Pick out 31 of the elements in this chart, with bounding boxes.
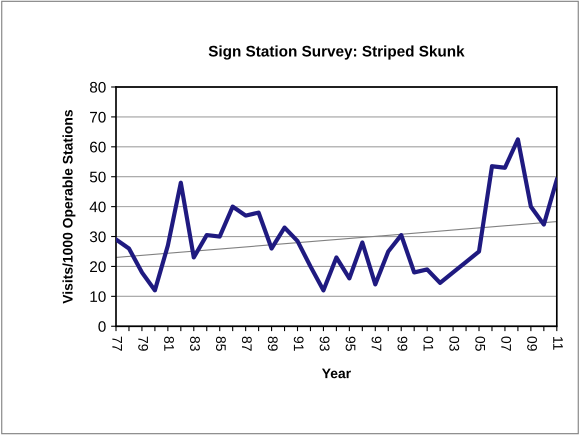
x-tick-label: 79 — [138, 336, 148, 351]
chart-title: Sign Station Survey: Striped Skunk — [208, 45, 465, 60]
x-tick-label: 01 — [423, 336, 434, 351]
x-tick-label: 77 — [112, 336, 122, 351]
y-tick-label: 10 — [90, 291, 106, 302]
x-tick-label: 03 — [449, 336, 460, 351]
x-tick-label: 11 — [553, 337, 563, 350]
y-tick-label: 30 — [90, 231, 106, 242]
x-tick-label: 87 — [242, 336, 252, 351]
y-tick-label: 80 — [90, 82, 106, 93]
y-tick-label: 60 — [90, 142, 106, 152]
x-tick-label: 05 — [475, 336, 486, 351]
x-tick-label: 95 — [346, 336, 356, 351]
x-tick-label: 91 — [294, 336, 304, 351]
y-tick-label: 0 — [98, 321, 106, 332]
y-tick-label: 50 — [90, 172, 106, 182]
x-tick-label: 09 — [527, 336, 537, 351]
x-axis-title: Year — [322, 368, 351, 378]
x-tick-label: 85 — [216, 336, 226, 351]
x-tick-label: 89 — [268, 336, 278, 351]
y-axis-title: Visits/1000 Operable Stations — [62, 110, 76, 304]
x-tick-label: 07 — [501, 336, 512, 351]
x-tick-label: 93 — [320, 336, 330, 351]
y-tick-label: 40 — [90, 201, 106, 212]
y-tick-label: 20 — [90, 261, 106, 272]
line-series — [116, 137, 557, 292]
x-tick-label: 81 — [164, 336, 174, 351]
y-tick-label: 70 — [90, 112, 106, 123]
x-tick-label: 99 — [397, 336, 408, 351]
x-tick-label: 97 — [372, 336, 382, 351]
x-tick-label: 83 — [190, 336, 200, 351]
